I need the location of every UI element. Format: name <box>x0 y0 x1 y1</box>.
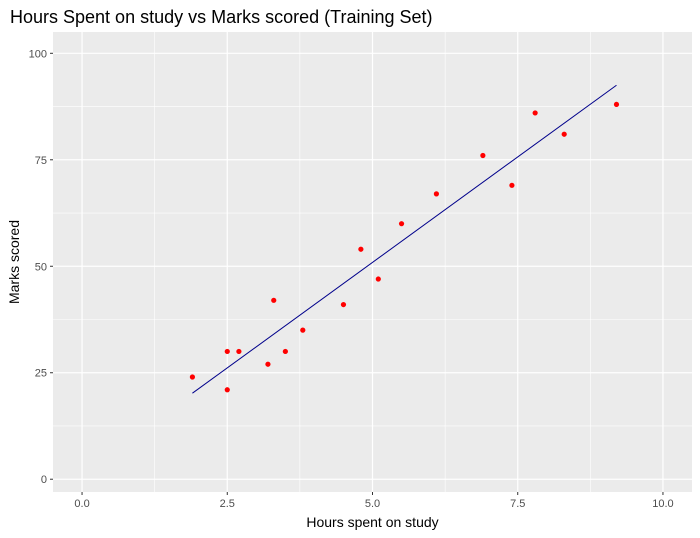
x-axis-title: Hours spent on study <box>306 514 438 530</box>
data-point <box>300 327 306 333</box>
x-tick-label: 2.5 <box>220 498 235 510</box>
x-tick-label: 10.0 <box>652 498 673 510</box>
data-point <box>509 182 515 188</box>
x-tick-labels: 0.0 2.5 5.0 7.5 10.0 <box>74 498 673 510</box>
y-tick-label: 25 <box>35 368 47 380</box>
y-tick-labels: 0 25 50 75 100 <box>29 48 47 486</box>
y-tick-label: 100 <box>29 48 47 60</box>
data-point <box>358 246 364 252</box>
data-point <box>282 348 288 355</box>
y-axis-title: Marks scored <box>6 220 22 304</box>
x-tick-label: 0.0 <box>74 498 89 510</box>
data-point <box>433 191 439 197</box>
x-tick-label: 5.0 <box>365 498 380 510</box>
data-point <box>561 131 567 137</box>
data-point <box>189 374 196 380</box>
data-point <box>375 276 381 282</box>
data-point <box>613 101 620 108</box>
data-point <box>236 348 242 355</box>
data-point <box>480 152 486 159</box>
axis-ticks <box>50 52 664 495</box>
data-point <box>265 361 271 367</box>
y-tick-label: 50 <box>35 261 47 273</box>
data-point <box>398 221 405 227</box>
chart-title: Hours Spent on study vs Marks scored (Tr… <box>10 7 433 27</box>
data-point <box>224 348 230 355</box>
data-point <box>532 110 538 116</box>
y-tick-label: 0 <box>41 474 47 486</box>
data-point <box>224 387 230 393</box>
data-points <box>189 101 620 393</box>
x-tick-label: 7.5 <box>510 498 525 510</box>
data-point <box>271 297 277 303</box>
y-tick-label: 75 <box>35 155 47 167</box>
regression-line <box>192 84 617 394</box>
data-point <box>340 301 347 308</box>
